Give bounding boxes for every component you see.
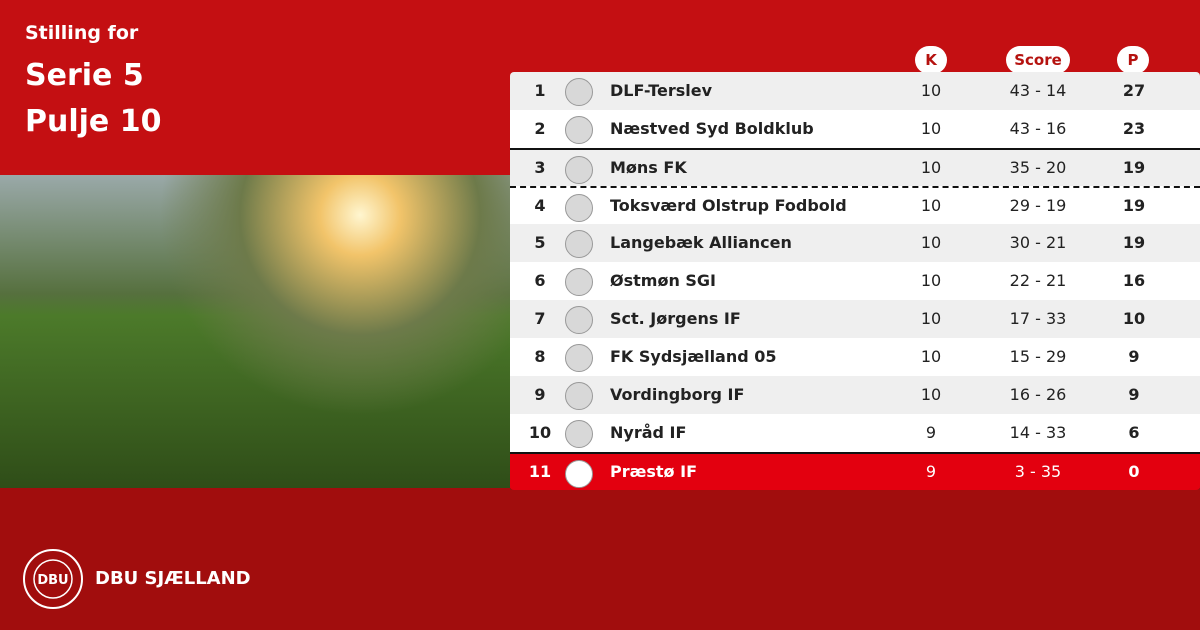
team-logo — [565, 194, 593, 222]
team: DLF-Terslev — [610, 81, 713, 100]
points: 19 — [1122, 233, 1146, 252]
points: 23 — [1122, 119, 1146, 138]
score: 29 - 19 — [1009, 196, 1067, 215]
rank: 2 — [534, 119, 546, 138]
column-header: K — [915, 46, 947, 74]
table-row: 4 Toksværd Olstrup Fodbold 10 29 - 19 19 — [510, 186, 1200, 224]
rank: 1 — [534, 81, 546, 100]
points: 16 — [1122, 271, 1146, 290]
matches: 10 — [920, 347, 942, 366]
team-logo — [565, 306, 593, 334]
score: 43 - 16 — [1009, 119, 1067, 138]
column-header: Score — [1006, 46, 1070, 74]
matches: 9 — [925, 423, 937, 442]
team: Østmøn SGI — [610, 271, 717, 290]
table-row: 9 Vordingborg IF 10 16 - 26 9 — [510, 376, 1200, 414]
score: 43 - 14 — [1009, 81, 1067, 100]
score: 3 - 35 — [1014, 462, 1062, 481]
matches: 10 — [920, 385, 942, 404]
subtitle: Pulje 10 — [25, 104, 162, 139]
logo: DBU — [23, 549, 83, 609]
team-logo — [565, 382, 593, 410]
team: FK Sydsjælland 05 — [610, 347, 777, 366]
score: 22 - 21 — [1009, 271, 1067, 290]
matches: 10 — [920, 81, 942, 100]
label: Stilling for — [25, 22, 139, 44]
table-row: 10 Nyråd IF 9 14 - 33 6 — [510, 414, 1200, 452]
column-header: P — [1117, 46, 1149, 74]
table-row: 3 Møns FK 10 35 - 20 19 — [510, 148, 1200, 186]
brand: DBU SJÆLLAND — [95, 568, 251, 589]
matches: 10 — [920, 309, 942, 328]
bottom-band — [0, 488, 1200, 630]
table-row: 5 Langebæk Alliancen 10 30 - 21 19 — [510, 224, 1200, 262]
rank: 3 — [534, 158, 546, 177]
rank: 4 — [534, 196, 546, 215]
score: 17 - 33 — [1009, 309, 1067, 328]
team: Langebæk Alliancen — [610, 233, 792, 252]
matches: 10 — [920, 271, 942, 290]
team-logo — [565, 344, 593, 372]
matches: 10 — [920, 196, 942, 215]
score: 35 - 20 — [1009, 158, 1067, 177]
matches: 10 — [920, 158, 942, 177]
rank: 9 — [534, 385, 546, 404]
rank: 10 — [528, 423, 552, 442]
team-logo — [565, 156, 593, 184]
table-row: 6 Østmøn SGI 10 22 - 21 16 — [510, 262, 1200, 300]
matches: 10 — [920, 233, 942, 252]
photo — [0, 175, 510, 488]
points: 27 — [1122, 81, 1146, 100]
rank: 7 — [534, 309, 546, 328]
team: Præstø IF — [610, 462, 697, 481]
points: 0 — [1128, 462, 1140, 481]
team-logo — [565, 420, 593, 448]
points: 6 — [1128, 423, 1140, 442]
table-row: 11 Præstø IF 9 3 - 35 0 — [510, 452, 1200, 490]
title: Serie 5 — [25, 58, 144, 93]
team: Møns FK — [610, 158, 687, 177]
points: 19 — [1122, 158, 1146, 177]
score: 16 - 26 — [1009, 385, 1067, 404]
score: 14 - 33 — [1009, 423, 1067, 442]
matches: 9 — [925, 462, 937, 481]
team: Vordingborg IF — [610, 385, 745, 404]
points: 19 — [1122, 196, 1146, 215]
team-logo — [565, 230, 593, 258]
logo-text: DBU — [37, 573, 68, 588]
rank: 5 — [534, 233, 546, 252]
rank: 11 — [528, 462, 552, 481]
standings-table: 1 DLF-Terslev 10 43 - 14 27 2 Næstved Syd Bold… — [510, 72, 1200, 490]
score: 15 - 29 — [1009, 347, 1067, 366]
team: Sct. Jørgens IF — [610, 309, 741, 328]
team: Næstved Syd Boldklub — [610, 119, 814, 138]
team-logo — [565, 268, 593, 296]
team: Nyråd IF — [610, 423, 687, 442]
points: 9 — [1128, 385, 1140, 404]
score: 30 - 21 — [1009, 233, 1067, 252]
team-logo — [565, 116, 593, 144]
points: 9 — [1128, 347, 1140, 366]
table-row: 2 Næstved Syd Boldklub 10 43 - 16 23 — [510, 110, 1200, 148]
points: 10 — [1122, 309, 1146, 328]
matches: 10 — [920, 119, 942, 138]
table-row: 7 Sct. Jørgens IF 10 17 - 33 10 — [510, 300, 1200, 338]
table-row: 8 FK Sydsjælland 05 10 15 - 29 9 — [510, 338, 1200, 376]
team-logo — [565, 460, 593, 488]
rank: 8 — [534, 347, 546, 366]
team: Toksværd Olstrup Fodbold — [610, 196, 847, 215]
rank: 6 — [534, 271, 546, 290]
table-row: 1 DLF-Terslev 10 43 - 14 27 — [510, 72, 1200, 110]
team-logo — [565, 78, 593, 106]
